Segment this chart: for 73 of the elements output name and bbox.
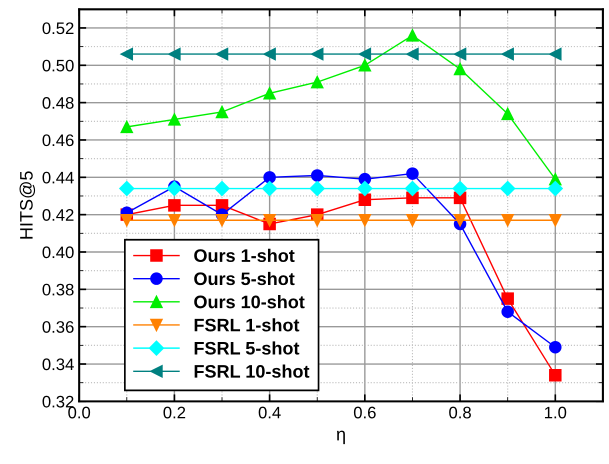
point	[358, 48, 372, 60]
point	[168, 113, 181, 126]
point	[500, 180, 516, 196]
y-tick-label: 0.36	[42, 321, 74, 333]
point	[358, 214, 372, 227]
x-axis-title: η	[336, 430, 345, 444]
y-tick-label: 0.40	[42, 246, 74, 258]
point	[168, 199, 181, 212]
point	[216, 48, 228, 60]
point	[549, 368, 562, 382]
point	[501, 214, 514, 227]
point	[263, 171, 276, 184]
x-tick-label: 0.8	[449, 406, 471, 418]
point	[454, 62, 466, 76]
point	[310, 180, 325, 196]
point	[168, 214, 181, 227]
x-tick-label: 1.0	[544, 406, 566, 418]
y-axis-title: HITS@5	[19, 171, 36, 239]
point	[120, 214, 134, 227]
legend-label: Ours 1-shot	[194, 248, 295, 262]
point	[454, 48, 466, 60]
legend-label: FSRL 5-shot	[194, 341, 300, 355]
point	[263, 87, 276, 100]
point	[262, 180, 278, 196]
point	[406, 167, 419, 180]
x-tick-label: 0.6	[354, 406, 376, 418]
y-tick-label: 0.46	[42, 134, 74, 146]
y-tick-label: 0.44	[42, 172, 74, 184]
point	[120, 48, 134, 60]
x-tick-label: 0.4	[258, 406, 281, 418]
y-tick-label: 0.34	[42, 358, 74, 370]
y-tick-label: 0.48	[42, 97, 74, 109]
point	[120, 120, 134, 134]
point	[406, 48, 419, 60]
point	[263, 48, 276, 60]
point	[406, 29, 419, 42]
point	[501, 48, 514, 60]
y-tick-label: 0.50	[42, 60, 74, 72]
point	[310, 214, 324, 227]
y-tick-label: 0.32	[42, 396, 74, 408]
point	[357, 180, 372, 196]
point	[310, 76, 324, 88]
point	[406, 214, 419, 227]
point	[216, 214, 228, 227]
legend-label: Ours 5-shot	[194, 272, 295, 286]
y-tick-label: 0.52	[42, 22, 74, 34]
legend-label: Ours 10-shot	[194, 295, 305, 308]
point	[166, 180, 182, 196]
point	[216, 106, 228, 118]
x-tick-label: 0.0	[68, 406, 90, 418]
point	[263, 214, 276, 227]
point	[358, 59, 372, 72]
point	[404, 180, 420, 196]
point	[549, 214, 562, 227]
point	[501, 108, 514, 120]
point	[548, 180, 563, 196]
point	[168, 48, 181, 60]
y-tick-label: 0.42	[42, 209, 74, 221]
x-tick-label: 0.2	[163, 406, 186, 418]
point	[549, 48, 562, 60]
point	[452, 180, 468, 196]
point	[310, 169, 324, 182]
point	[501, 305, 514, 318]
point	[549, 340, 562, 354]
legend-label: FSRL 10-shot	[194, 364, 310, 378]
point	[501, 292, 514, 305]
y-tick-label: 0.38	[42, 284, 74, 296]
point	[454, 214, 466, 227]
point	[310, 48, 324, 60]
point	[214, 180, 230, 196]
legend-label: FSRL 1-shot	[194, 318, 300, 332]
point	[119, 180, 134, 196]
point	[358, 193, 372, 206]
